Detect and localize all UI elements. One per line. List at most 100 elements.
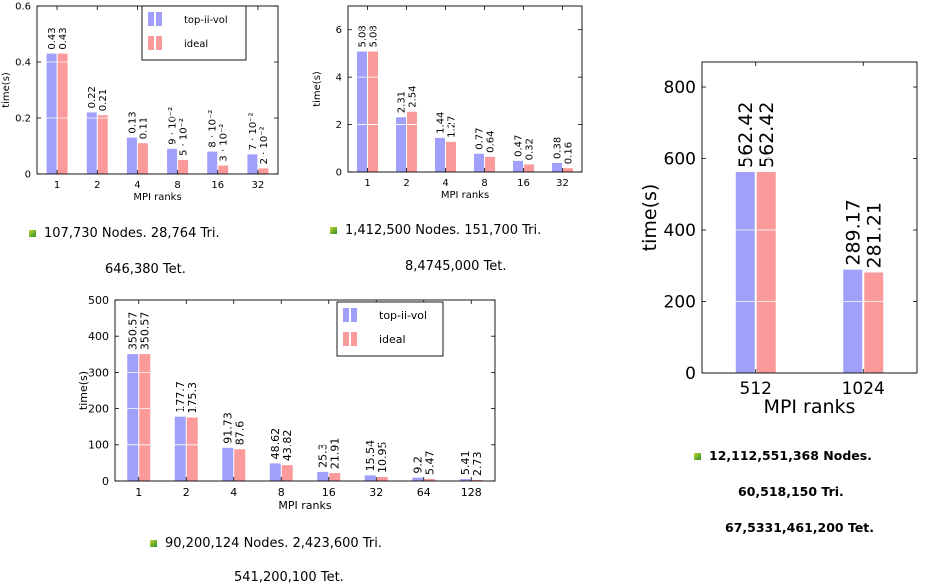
y-tick-label: 400 — [88, 330, 109, 343]
bar-series-1-32 — [552, 162, 562, 172]
legend-swatch — [148, 36, 154, 50]
x-tick-label: 2 — [403, 178, 409, 189]
bar-series-1-16 — [207, 151, 218, 174]
bar-series-2-2 — [97, 115, 108, 174]
bar-series-2-32 — [376, 477, 388, 481]
x-tick-label: 4 — [230, 486, 237, 499]
bar-series-1-16 — [317, 471, 329, 481]
x-axis-label: MPI ranks — [278, 499, 331, 512]
bar-series-2-4 — [446, 141, 456, 172]
bar-series-1-1 — [357, 51, 367, 172]
bullet-icon — [150, 540, 157, 547]
bar-series-1-8 — [474, 153, 484, 172]
data-label: 48.62 — [269, 428, 282, 460]
bar-series-1-512 — [735, 171, 755, 373]
data-label: 43.82 — [281, 430, 294, 462]
y-tick-label: 2 — [336, 120, 342, 131]
data-label: 1.27 — [447, 116, 458, 138]
legend-label: top-ii-vol — [184, 15, 228, 26]
data-label: 0.43 — [58, 27, 69, 49]
legend-label: top-ii-vol — [379, 309, 427, 322]
data-label: 5.47 — [424, 451, 437, 476]
chart-1: 0.43 0.43 1 0.22 0.21 2 0.13 0.11 4 9 · 10⁻² 5 · 1… — [1, 2, 279, 203]
data-label: 177.7 — [174, 381, 187, 413]
data-label: 25.3 — [317, 443, 330, 468]
bar-series-2-2 — [186, 417, 198, 481]
y-tick-label: 300 — [88, 366, 109, 379]
data-label: 562.42 — [756, 101, 778, 167]
data-label: 5.08 — [369, 25, 380, 47]
plot-frame — [114, 299, 496, 482]
bar-series-2-4 — [234, 449, 246, 481]
y-tick-label: 0.2 — [15, 114, 31, 125]
y-tick-label: 100 — [88, 439, 109, 452]
bar-series-1-64 — [412, 477, 424, 481]
bar-series-2-1 — [368, 51, 378, 172]
data-label: 350.57 — [139, 312, 152, 351]
y-tick-label: 0 — [336, 168, 342, 179]
data-label: 0.22 — [87, 86, 98, 108]
plot-frame — [347, 5, 583, 173]
x-tick-label: 32 — [369, 486, 383, 499]
bar-series-1-4 — [435, 137, 445, 172]
y-tick-label: 500 — [88, 294, 109, 307]
x-axis-label: MPI ranks — [764, 396, 856, 418]
data-label: 175.3 — [186, 382, 199, 414]
data-label: 7 · 10⁻² — [248, 112, 259, 150]
x-tick-label: 32 — [556, 178, 569, 189]
data-label: 0.13 — [127, 111, 138, 133]
data-label: 91.73 — [222, 412, 235, 444]
data-label: 0.38 — [553, 137, 564, 159]
y-axis-label: time(s) — [77, 371, 90, 410]
bar-series-1-1024 — [843, 269, 863, 373]
bar-series-2-4 — [137, 143, 148, 174]
caption-4-line-2: 60,518,150 Tri. — [738, 484, 844, 499]
legend-label: ideal — [379, 333, 406, 346]
legend-label: ideal — [184, 39, 208, 50]
bar-series-1-1 — [46, 53, 57, 174]
caption-3-line-1: 90,200,124 Nodes. 2,423,600 Tri. — [165, 536, 382, 551]
x-tick-label: 1 — [364, 178, 370, 189]
bar-series-2-512 — [756, 171, 776, 373]
bar-series-2-1024 — [864, 272, 884, 373]
data-label: 8 · 10⁻² — [208, 110, 219, 148]
x-tick-label: 1 — [54, 180, 60, 191]
legend-swatch — [343, 332, 349, 346]
x-tick-label: 4 — [134, 180, 140, 191]
x-tick-label: 1 — [135, 486, 142, 499]
data-label: 5 · 10⁻² — [179, 118, 190, 156]
bar-series-1-2 — [396, 117, 406, 172]
bar-series-1-16 — [513, 160, 523, 172]
data-label: 350.57 — [127, 312, 140, 351]
data-label: 0.47 — [514, 135, 525, 157]
data-label: 0.32 — [525, 138, 536, 160]
data-label: 0.11 — [138, 117, 149, 139]
bar-series-2-2 — [407, 111, 417, 172]
caption-4-line-3: 67,5331,461,200 Tet. — [725, 520, 875, 535]
data-label: 2 · 10⁻² — [259, 126, 270, 164]
y-tick-label: 600 — [664, 149, 696, 169]
bar-series-1-8 — [269, 463, 281, 481]
y-tick-label: 0.4 — [15, 58, 31, 69]
y-axis-label: time(s) — [312, 71, 323, 107]
bar-series-1-32 — [247, 154, 258, 174]
bar-series-1-8 — [167, 148, 178, 174]
data-label: 9 · 10⁻² — [168, 107, 179, 145]
x-axis-label: MPI ranks — [441, 190, 489, 201]
x-tick-label: 8 — [481, 178, 487, 189]
data-label: 2.31 — [397, 91, 408, 113]
x-tick-label: 2 — [94, 180, 100, 191]
legend-swatch — [156, 36, 162, 50]
data-label: 0.16 — [564, 142, 575, 164]
legend-swatch — [351, 308, 357, 322]
y-tick-label: 200 — [88, 402, 109, 415]
legend-swatch — [351, 332, 357, 346]
data-label: 2.54 — [408, 86, 419, 108]
bar-series-2-32 — [258, 168, 269, 174]
bar-series-2-8 — [281, 465, 293, 481]
data-label: 21.91 — [329, 438, 342, 470]
x-tick-label: 512 — [740, 379, 772, 399]
y-tick-label: 800 — [664, 78, 696, 98]
x-tick-label: 1024 — [842, 379, 885, 399]
